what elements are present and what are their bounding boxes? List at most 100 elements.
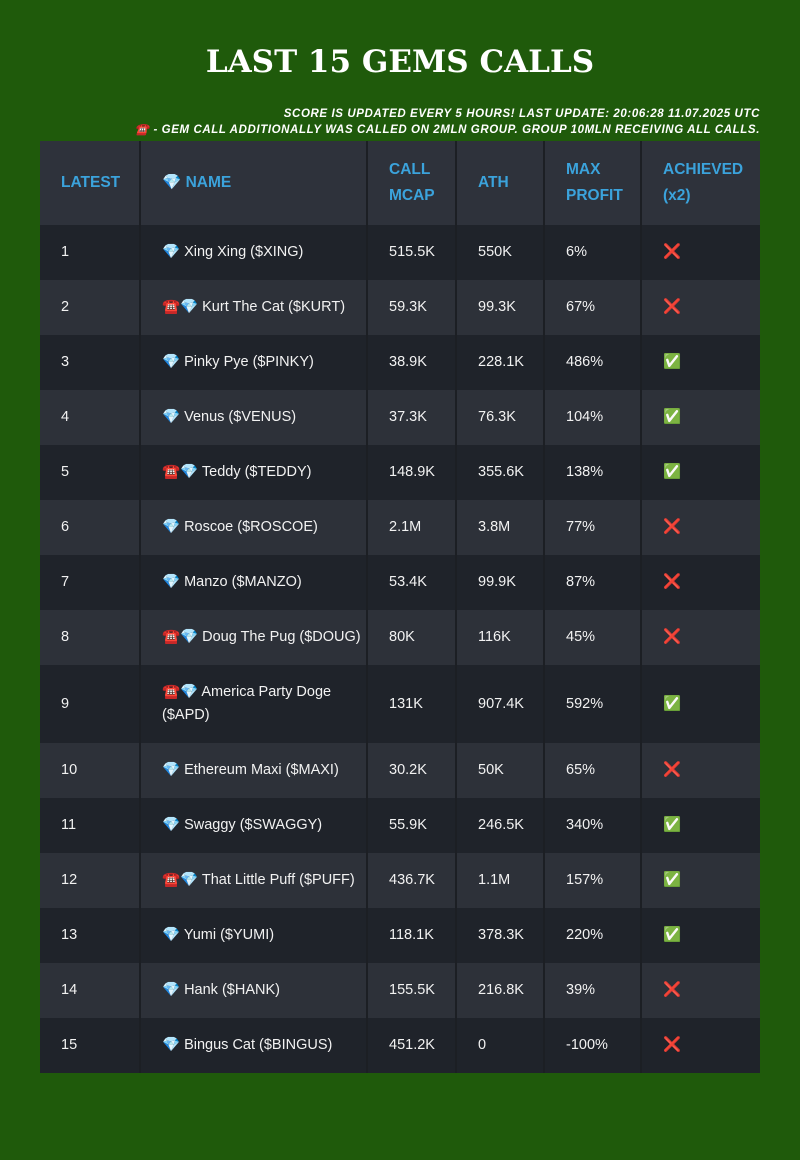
- table-cell: 15: [40, 1018, 141, 1073]
- table-cell: 2.1M: [367, 500, 457, 555]
- table-cell: 6%: [544, 225, 642, 280]
- table-cell: ✅: [641, 335, 760, 390]
- table-row: 13 💎 Yumi ($YUMI) 118.1K 378.3K 220% ✅: [40, 908, 760, 963]
- table-cell: 💎 Venus ($VENUS): [140, 390, 368, 445]
- column-header: ATH: [456, 141, 545, 225]
- table-cell: ❌: [641, 500, 760, 555]
- table-cell: ❌: [641, 1018, 760, 1073]
- table-cell: 4: [40, 390, 141, 445]
- table-cell: 131K: [367, 665, 457, 743]
- table-cell: 220%: [544, 908, 642, 963]
- table-row: 9 ☎️💎 America Party Doge ($APD) 131K 907.4K…: [40, 665, 760, 743]
- table-cell: 80K: [367, 610, 457, 665]
- table-row: 4 💎 Venus ($VENUS) 37.3K 76.3K 104% ✅: [40, 390, 760, 445]
- table-cell: ❌: [641, 555, 760, 610]
- table-cell: 2: [40, 280, 141, 335]
- table-cell: 3: [40, 335, 141, 390]
- table-cell: 104%: [544, 390, 642, 445]
- title: LAST 15 GEMS CALLS: [205, 44, 595, 80]
- table-cell: ❌: [641, 743, 760, 798]
- table-cell: ☎️💎 Doug The Pug ($DOUG): [140, 610, 368, 665]
- table-cell: 💎 Pinky Pye ($PINKY): [140, 335, 368, 390]
- table-cell: 138%: [544, 445, 642, 500]
- table-cell: 11: [40, 798, 141, 853]
- table-cell: 77%: [544, 500, 642, 555]
- table-cell: 14: [40, 963, 141, 1018]
- column-header: 💎 NAME: [140, 141, 368, 225]
- table-cell: 378.3K: [456, 908, 545, 963]
- table-cell: 99.9K: [456, 555, 545, 610]
- table-cell: 65%: [544, 743, 642, 798]
- table-row: 11 💎 Swaggy ($SWAGGY) 55.9K 246.5K 340% ✅: [40, 798, 760, 853]
- table-row: 7 💎 Manzo ($MANZO) 53.4K 99.9K 87% ❌: [40, 555, 760, 610]
- header-row: LATEST 💎 NAME CALL MCAP ATH MAX PROFIT ACHIEV…: [40, 141, 760, 225]
- table-cell: 53.4K: [367, 555, 457, 610]
- table-cell: 💎 Ethereum Maxi ($MAXI): [140, 743, 368, 798]
- table-cell: ✅: [641, 908, 760, 963]
- table-cell: ✅: [641, 853, 760, 908]
- table-cell: ✅: [641, 445, 760, 500]
- column-header: LATEST: [40, 141, 141, 225]
- table-cell: ✅: [641, 665, 760, 743]
- table-cell: 💎 Xing Xing ($XING): [140, 225, 368, 280]
- table-row: 14 💎 Hank ($HANK) 155.5K 216.8K 39% ❌: [40, 963, 760, 1018]
- table-cell: 💎 Swaggy ($SWAGGY): [140, 798, 368, 853]
- table-cell: 6: [40, 500, 141, 555]
- table-cell: 8: [40, 610, 141, 665]
- table-cell: 1: [40, 225, 141, 280]
- table-cell: ☎️💎 America Party Doge ($APD): [140, 665, 368, 743]
- table-row: 15 💎 Bingus Cat ($BINGUS) 451.2K 0 -100% ❌: [40, 1018, 760, 1073]
- table-cell: 50K: [456, 743, 545, 798]
- table-cell: 0: [456, 1018, 545, 1073]
- table-cell: 9: [40, 665, 141, 743]
- table-cell: 30.2K: [367, 743, 457, 798]
- table-cell: 13: [40, 908, 141, 963]
- table-row: 12 ☎️💎 That Little Puff ($PUFF) 436.7K 1.1M…: [40, 853, 760, 908]
- table-cell: 451.2K: [367, 1018, 457, 1073]
- table-cell: 💎 Bingus Cat ($BINGUS): [140, 1018, 368, 1073]
- table-cell: 7: [40, 555, 141, 610]
- table-cell: 515.5K: [367, 225, 457, 280]
- table-cell: 87%: [544, 555, 642, 610]
- table-cell: ❌: [641, 225, 760, 280]
- note: ☎️ - GEM CALL ADDITIONALLY WAS CALLED ON…: [134, 124, 760, 136]
- table-cell: 37.3K: [367, 390, 457, 445]
- table-cell: 157%: [544, 853, 642, 908]
- table-cell: 1.1M: [456, 853, 545, 908]
- column-header: ACHIEVED (x2): [641, 141, 760, 225]
- table-cell: 436.7K: [367, 853, 457, 908]
- table-cell: 155.5K: [367, 963, 457, 1018]
- table-cell: ❌: [641, 963, 760, 1018]
- table-cell: 116K: [456, 610, 545, 665]
- table-body: 1 💎 Xing Xing ($XING) 515.5K 550K 6% ❌ 2 ☎️💎 Ku…: [40, 225, 760, 1073]
- table-cell: 550K: [456, 225, 545, 280]
- table-row: 1 💎 Xing Xing ($XING) 515.5K 550K 6% ❌: [40, 225, 760, 280]
- table-cell: 12: [40, 853, 141, 908]
- table-cell: 67%: [544, 280, 642, 335]
- table-cell: ☎️💎 Kurt The Cat ($KURT): [140, 280, 368, 335]
- table-cell: 💎 Hank ($HANK): [140, 963, 368, 1018]
- table-cell: 118.1K: [367, 908, 457, 963]
- table-cell: ☎️💎 That Little Puff ($PUFF): [140, 853, 368, 908]
- table-row: 10 💎 Ethereum Maxi ($MAXI) 30.2K 50K 65% ❌: [40, 743, 760, 798]
- table-cell: 💎 Manzo ($MANZO): [140, 555, 368, 610]
- table-cell: 228.1K: [456, 335, 545, 390]
- table-cell: 💎 Roscoe ($ROSCOE): [140, 500, 368, 555]
- table-cell: 5: [40, 445, 141, 500]
- table-cell: ❌: [641, 610, 760, 665]
- gems-table: LATEST 💎 NAME CALL MCAP ATH MAX PROFIT ACHIEV…: [40, 141, 760, 1073]
- table-cell: 45%: [544, 610, 642, 665]
- table-cell: 246.5K: [456, 798, 545, 853]
- table-cell: 10: [40, 743, 141, 798]
- column-header: MAX PROFIT: [544, 141, 642, 225]
- table-cell: 340%: [544, 798, 642, 853]
- table-cell: 486%: [544, 335, 642, 390]
- table-cell: ☎️💎 Teddy ($TEDDY): [140, 445, 368, 500]
- table-cell: 148.9K: [367, 445, 457, 500]
- table-cell: 907.4K: [456, 665, 545, 743]
- table-cell: 355.6K: [456, 445, 545, 500]
- table-cell: -100%: [544, 1018, 642, 1073]
- table-cell: 39%: [544, 963, 642, 1018]
- table-cell: ✅: [641, 390, 760, 445]
